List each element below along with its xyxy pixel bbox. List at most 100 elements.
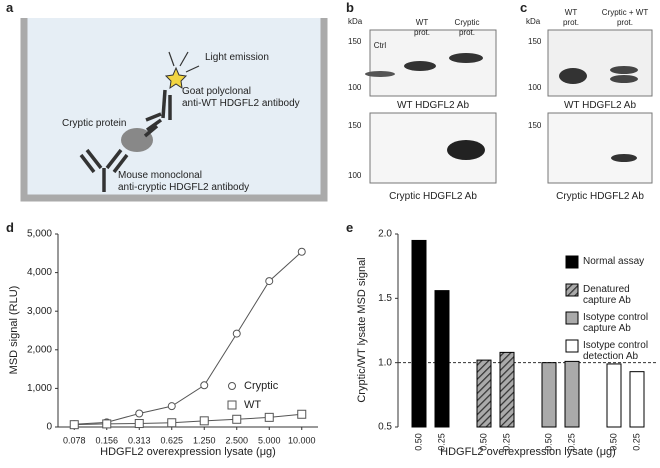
legend-label: Denatured capture Ab: [583, 284, 631, 306]
mw-tick: 100: [528, 83, 542, 92]
band: [447, 140, 485, 160]
series-line: [74, 251, 303, 425]
x-tick-label: 1.250: [193, 435, 216, 445]
marker: [227, 400, 237, 410]
y-tick-label: 2.0: [378, 229, 392, 240]
x-tick-label: 0.156: [95, 435, 118, 445]
blot-caption: WT HDGFL2 Ab: [396, 100, 470, 111]
band: [449, 53, 483, 63]
mw-tick: 150: [528, 121, 542, 130]
marker: [228, 382, 236, 390]
x-tick-label: 5.000: [258, 435, 281, 445]
assay-diagram: [20, 18, 328, 202]
y-tick-label: 1.5: [378, 293, 392, 304]
mw-tick: 150: [348, 121, 362, 130]
marker: [264, 412, 274, 422]
y-tick-label: 3,000: [27, 306, 52, 317]
blot: [547, 112, 653, 184]
x-tick-label: 0.50: [543, 433, 553, 451]
panel-label: c: [520, 0, 528, 15]
mw-tick: 150: [348, 37, 362, 46]
lane-label: Cryptic prot.: [454, 18, 480, 37]
x-tick-label: 0.50: [413, 433, 423, 451]
mw-tick: 150: [528, 37, 542, 46]
legend-label: WT: [244, 399, 261, 411]
marker: [297, 409, 307, 419]
lane-label: Cryptic + WT prot.: [601, 8, 649, 27]
x-axis-label: HDGFL2 overexpression lysate (μg): [100, 446, 276, 458]
unit-label: kDa: [348, 17, 363, 26]
marker: [167, 402, 176, 411]
marker: [69, 420, 79, 430]
panel-label: b: [346, 0, 354, 15]
bar: [541, 362, 557, 428]
legend-swatch: [565, 339, 579, 353]
marker: [167, 418, 177, 428]
blot-caption: WT HDGFL2 Ab: [563, 100, 637, 111]
diagram-label: Light emission: [205, 52, 269, 63]
legend-label: Normal assay: [583, 256, 645, 267]
band: [610, 66, 638, 74]
marker: [199, 416, 209, 426]
x-tick-label: 10.000: [288, 435, 316, 445]
series-line: [74, 413, 302, 426]
blot-caption: Cryptic HDGFL2 Ab: [556, 191, 644, 202]
blot: [547, 29, 653, 97]
legend-swatch: [565, 255, 579, 269]
lane-label: Ctrl: [373, 41, 387, 50]
diagram-label: Cryptic protein: [62, 118, 127, 129]
blot-caption: Cryptic HDGFL2 Ab: [389, 191, 477, 202]
marker: [200, 381, 209, 390]
y-tick-label: 1,000: [27, 383, 52, 394]
marker: [232, 414, 242, 424]
diagram-label: anti-WT HDGFL2 antibody: [182, 98, 300, 109]
mw-tick: 100: [348, 83, 362, 92]
legend-label: Isotype control capture Ab: [583, 312, 649, 334]
blots: [365, 29, 653, 184]
bar: [411, 239, 427, 428]
x-tick-label: 0.625: [160, 435, 183, 445]
marker: [232, 329, 241, 338]
y-tick-label: 1.0: [378, 357, 392, 368]
emission-arrows: [168, 51, 200, 73]
unit-label: kDa: [526, 17, 541, 26]
bar: [434, 290, 450, 428]
band: [404, 61, 436, 71]
y-axis-label: MSD signal (RLU): [8, 286, 20, 375]
bar: [629, 371, 645, 428]
legend-label: Cryptic: [244, 380, 279, 392]
x-tick-label: 2.500: [225, 435, 248, 445]
bar: [606, 363, 622, 428]
y-tick-label: 0.5: [378, 422, 392, 433]
legend-label: Isotype control detection Ab: [583, 340, 649, 362]
marker: [135, 409, 144, 418]
y-tick-label: 0: [46, 422, 52, 433]
x-tick-label: 0.25: [501, 433, 511, 451]
panel-label: a: [6, 0, 14, 15]
band: [610, 75, 638, 83]
x-tick-label: 0.50: [608, 433, 618, 451]
x-tick-label: 0.313: [128, 435, 151, 445]
bar: [499, 351, 515, 428]
well-wall: [20, 18, 328, 202]
lane-label: WT prot.: [562, 8, 579, 27]
y-tick-label: 4,000: [27, 267, 52, 278]
legend-swatch: [565, 283, 579, 297]
y-tick-label: 2,000: [27, 344, 52, 355]
y-axis-label: Cryptic/WT lysate MSD signal: [356, 257, 368, 402]
x-tick-label: 0.25: [566, 433, 576, 451]
well: [24, 18, 324, 198]
legend-swatch: [565, 311, 579, 325]
diagram-label: Mouse monoclonal: [118, 170, 202, 181]
band: [365, 71, 395, 77]
marker: [297, 247, 306, 256]
band: [611, 154, 637, 162]
y-tick-label: 5,000: [27, 229, 52, 240]
mouse-antibody: [79, 148, 129, 192]
blot: [369, 29, 497, 97]
marker: [134, 419, 144, 429]
diagram-label: anti-cryptic HDGFL2 antibody: [118, 182, 250, 193]
panel-label: d: [6, 220, 14, 235]
